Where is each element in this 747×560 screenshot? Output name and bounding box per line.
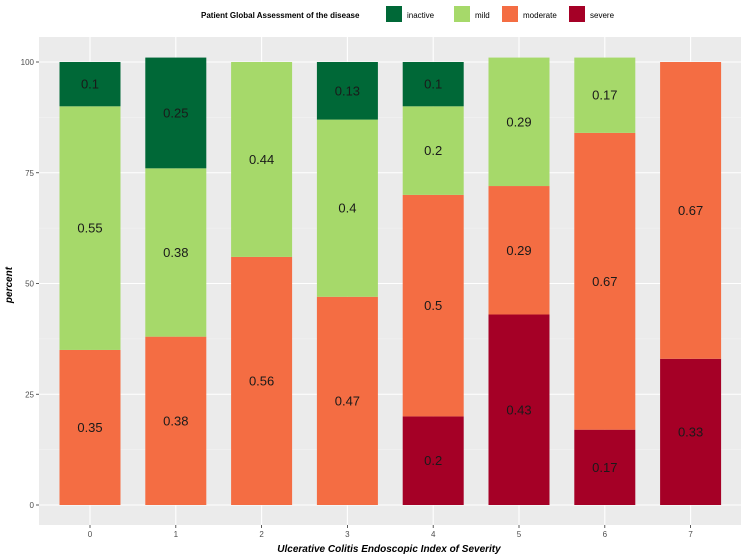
x-tick-label: 7 xyxy=(688,530,693,539)
bar-label: 0.33 xyxy=(678,424,703,439)
bar-segment-moderate xyxy=(488,186,550,315)
x-tick-label: 3 xyxy=(345,530,350,539)
x-axis: 0 1 2 3 4 5 6 7 xyxy=(88,525,693,539)
bar-segment-moderate xyxy=(402,194,464,417)
y-tick-label: 0 xyxy=(30,501,35,510)
bar-segment-inactive xyxy=(145,57,207,169)
bar-segment-inactive xyxy=(402,62,464,107)
bars xyxy=(59,57,722,505)
legend-key-severe xyxy=(569,6,585,22)
bar-labels: 0.35 0.55 0.1 0.38 0.38 0.25 0.56 0.44 0.47 0.4 0.… xyxy=(77,77,703,475)
legend-key-inactive xyxy=(386,6,402,22)
bar-label: 0.67 xyxy=(592,274,617,289)
bar-label: 0.1 xyxy=(81,77,99,92)
bar-segment-mild xyxy=(574,57,636,133)
legend-key-moderate xyxy=(502,6,518,22)
bar-label: 0.38 xyxy=(163,413,188,428)
bar-label: 0.13 xyxy=(335,83,360,98)
bar-segment-severe xyxy=(488,314,550,505)
bar-label: 0.38 xyxy=(163,245,188,260)
y-axis: 0 25 50 75 100 xyxy=(21,58,39,510)
bar-label: 0.5 xyxy=(424,298,442,313)
bar-label: 0.29 xyxy=(506,114,531,129)
bar-label: 0.67 xyxy=(678,203,703,218)
legend-label-moderate: moderate xyxy=(523,11,557,20)
x-axis-title: Ulcerative Colitis Endoscopic Index of S… xyxy=(277,544,501,555)
bar-segment-mild xyxy=(145,168,207,337)
y-tick-label: 75 xyxy=(25,169,34,178)
y-tick-label: 50 xyxy=(25,280,34,289)
bar-label: 0.35 xyxy=(77,420,102,435)
bar-segment-mild xyxy=(316,119,378,297)
bar-label: 0.55 xyxy=(77,221,102,236)
x-tick-label: 4 xyxy=(431,530,436,539)
bar-label: 0.25 xyxy=(163,105,188,120)
bar-label: 0.47 xyxy=(335,393,360,408)
x-tick-label: 6 xyxy=(603,530,608,539)
bar-label: 0.1 xyxy=(424,77,442,92)
bar-segment-mild xyxy=(231,62,293,257)
bar-segment-mild xyxy=(59,106,121,350)
bar-segment-moderate xyxy=(231,256,293,505)
bar-segment-severe xyxy=(402,416,464,505)
bar-segment-severe xyxy=(574,429,636,505)
bar-segment-moderate xyxy=(660,62,722,359)
legend-key-mild xyxy=(454,6,470,22)
y-tick-label: 25 xyxy=(25,390,34,399)
bar-segment-inactive xyxy=(316,62,378,120)
bar-label: 0.17 xyxy=(592,88,617,103)
bar-segment-mild xyxy=(488,57,550,187)
x-tick-label: 2 xyxy=(259,530,264,539)
bar-label: 0.17 xyxy=(592,460,617,475)
y-tick-label: 100 xyxy=(21,58,35,67)
x-tick-label: 5 xyxy=(517,530,522,539)
bar-segment-moderate xyxy=(59,349,121,505)
bar-segment-moderate xyxy=(145,336,207,505)
x-tick-label: 1 xyxy=(174,530,179,539)
bar-segment-mild xyxy=(402,106,464,195)
legend-label-mild: mild xyxy=(475,11,490,20)
bar-segment-moderate xyxy=(316,296,378,505)
bar-label: 0.29 xyxy=(506,243,531,258)
legend-title: Patient Global Assessment of the disease xyxy=(201,11,360,20)
legend: Patient Global Assessment of the disease… xyxy=(201,6,615,22)
bar-label: 0.2 xyxy=(424,143,442,158)
bar-label: 0.56 xyxy=(249,373,274,388)
y-axis-title: percent xyxy=(4,266,15,304)
x-tick-label: 0 xyxy=(88,530,93,539)
bar-segment-moderate xyxy=(574,132,636,430)
bar-label: 0.43 xyxy=(506,402,531,417)
bar-label: 0.44 xyxy=(249,152,274,167)
bar-label: 0.4 xyxy=(338,201,356,216)
plot-panel xyxy=(39,37,741,525)
bar-segment-inactive xyxy=(59,62,121,107)
bar-segment-severe xyxy=(660,358,722,505)
legend-label-inactive: inactive xyxy=(407,11,435,20)
legend-label-severe: severe xyxy=(590,11,615,20)
bar-label: 0.2 xyxy=(424,453,442,468)
